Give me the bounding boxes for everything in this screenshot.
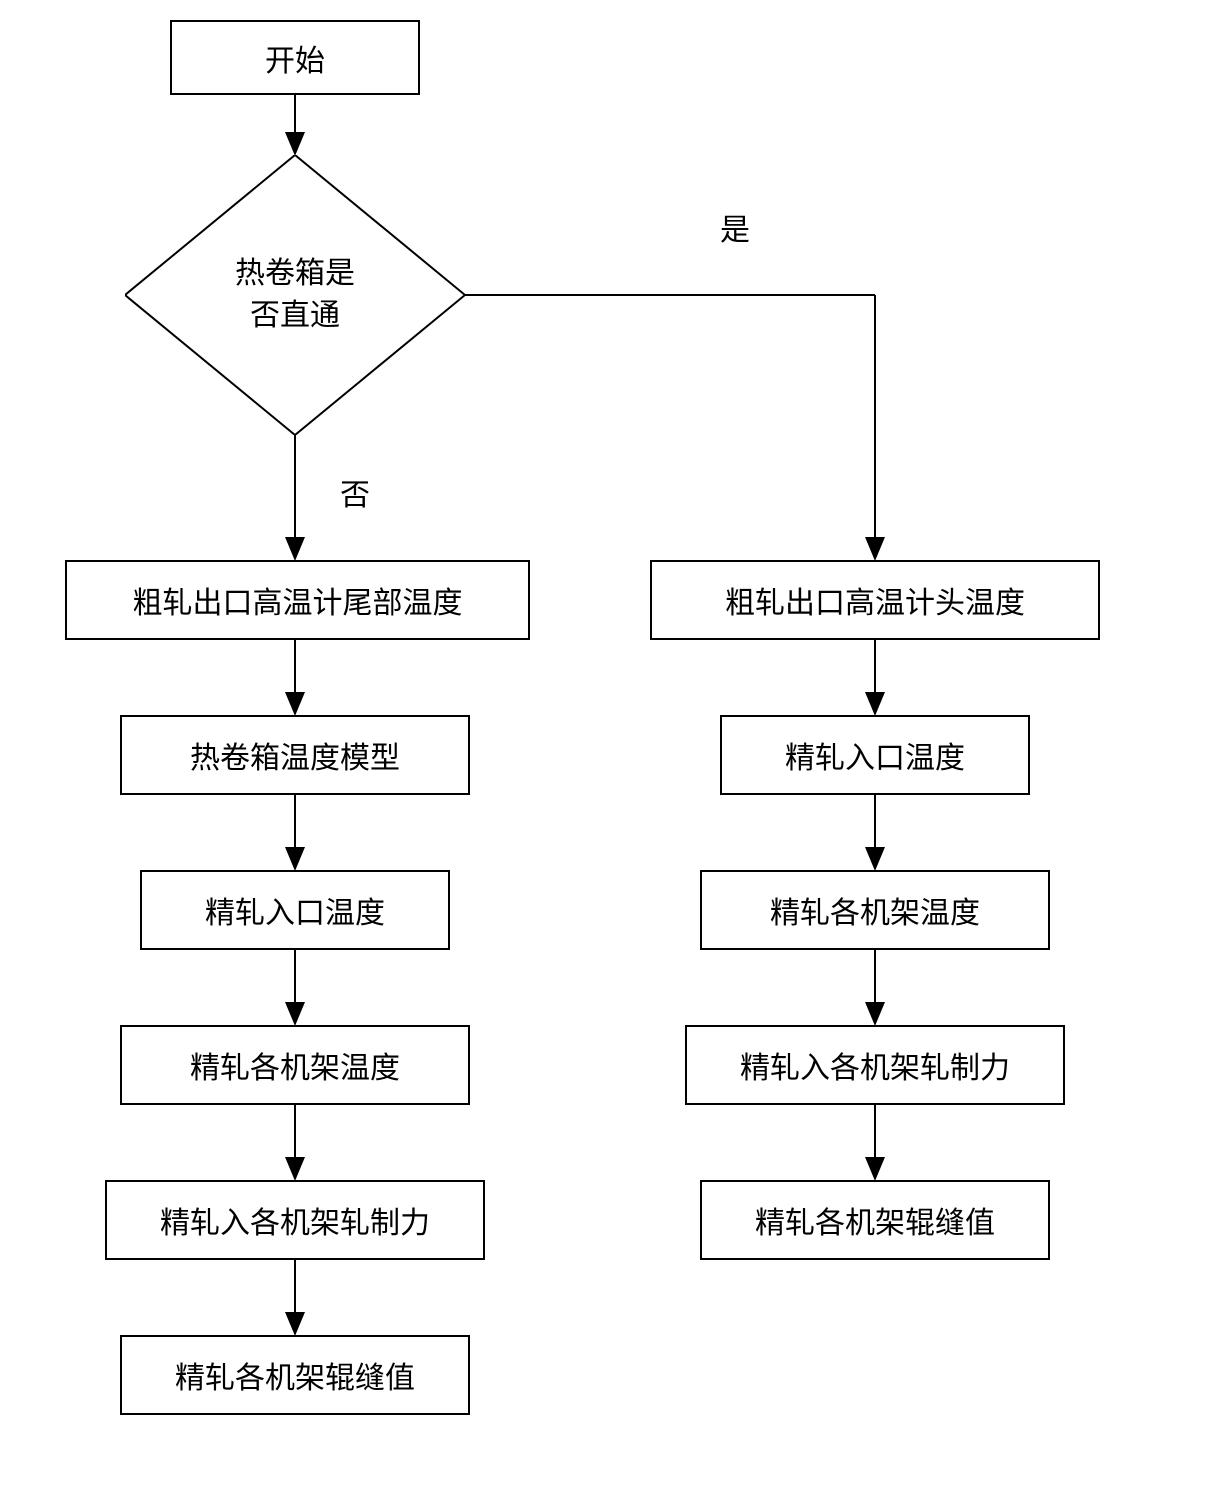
right-box-4: 精轧各机架辊缝值 xyxy=(700,1180,1050,1260)
right-box-2: 精轧各机架温度 xyxy=(700,870,1050,950)
decision-text: 热卷箱是 否直通 xyxy=(125,155,465,435)
start-label: 开始 xyxy=(265,36,325,80)
left-box-4: 精轧入各机架轧制力 xyxy=(105,1180,485,1260)
decision-diamond: 热卷箱是 否直通 xyxy=(125,155,465,435)
left-box-1: 热卷箱温度模型 xyxy=(120,715,470,795)
flowchart-container: 开始 热卷箱是 否直通 是 否 粗轧出口高温计尾部温度 热卷箱温度模型 精轧入口… xyxy=(0,0,1226,1485)
start-box: 开始 xyxy=(170,20,420,95)
right-box-0: 粗轧出口高温计头温度 xyxy=(650,560,1100,640)
right-box-1: 精轧入口温度 xyxy=(720,715,1030,795)
left-box-2: 精轧入口温度 xyxy=(140,870,450,950)
right-box-3: 精轧入各机架轧制力 xyxy=(685,1025,1065,1105)
yes-label: 是 xyxy=(720,205,750,249)
left-box-5: 精轧各机架辊缝值 xyxy=(120,1335,470,1415)
left-box-0: 粗轧出口高温计尾部温度 xyxy=(65,560,530,640)
no-label: 否 xyxy=(340,470,370,514)
left-box-3: 精轧各机架温度 xyxy=(120,1025,470,1105)
